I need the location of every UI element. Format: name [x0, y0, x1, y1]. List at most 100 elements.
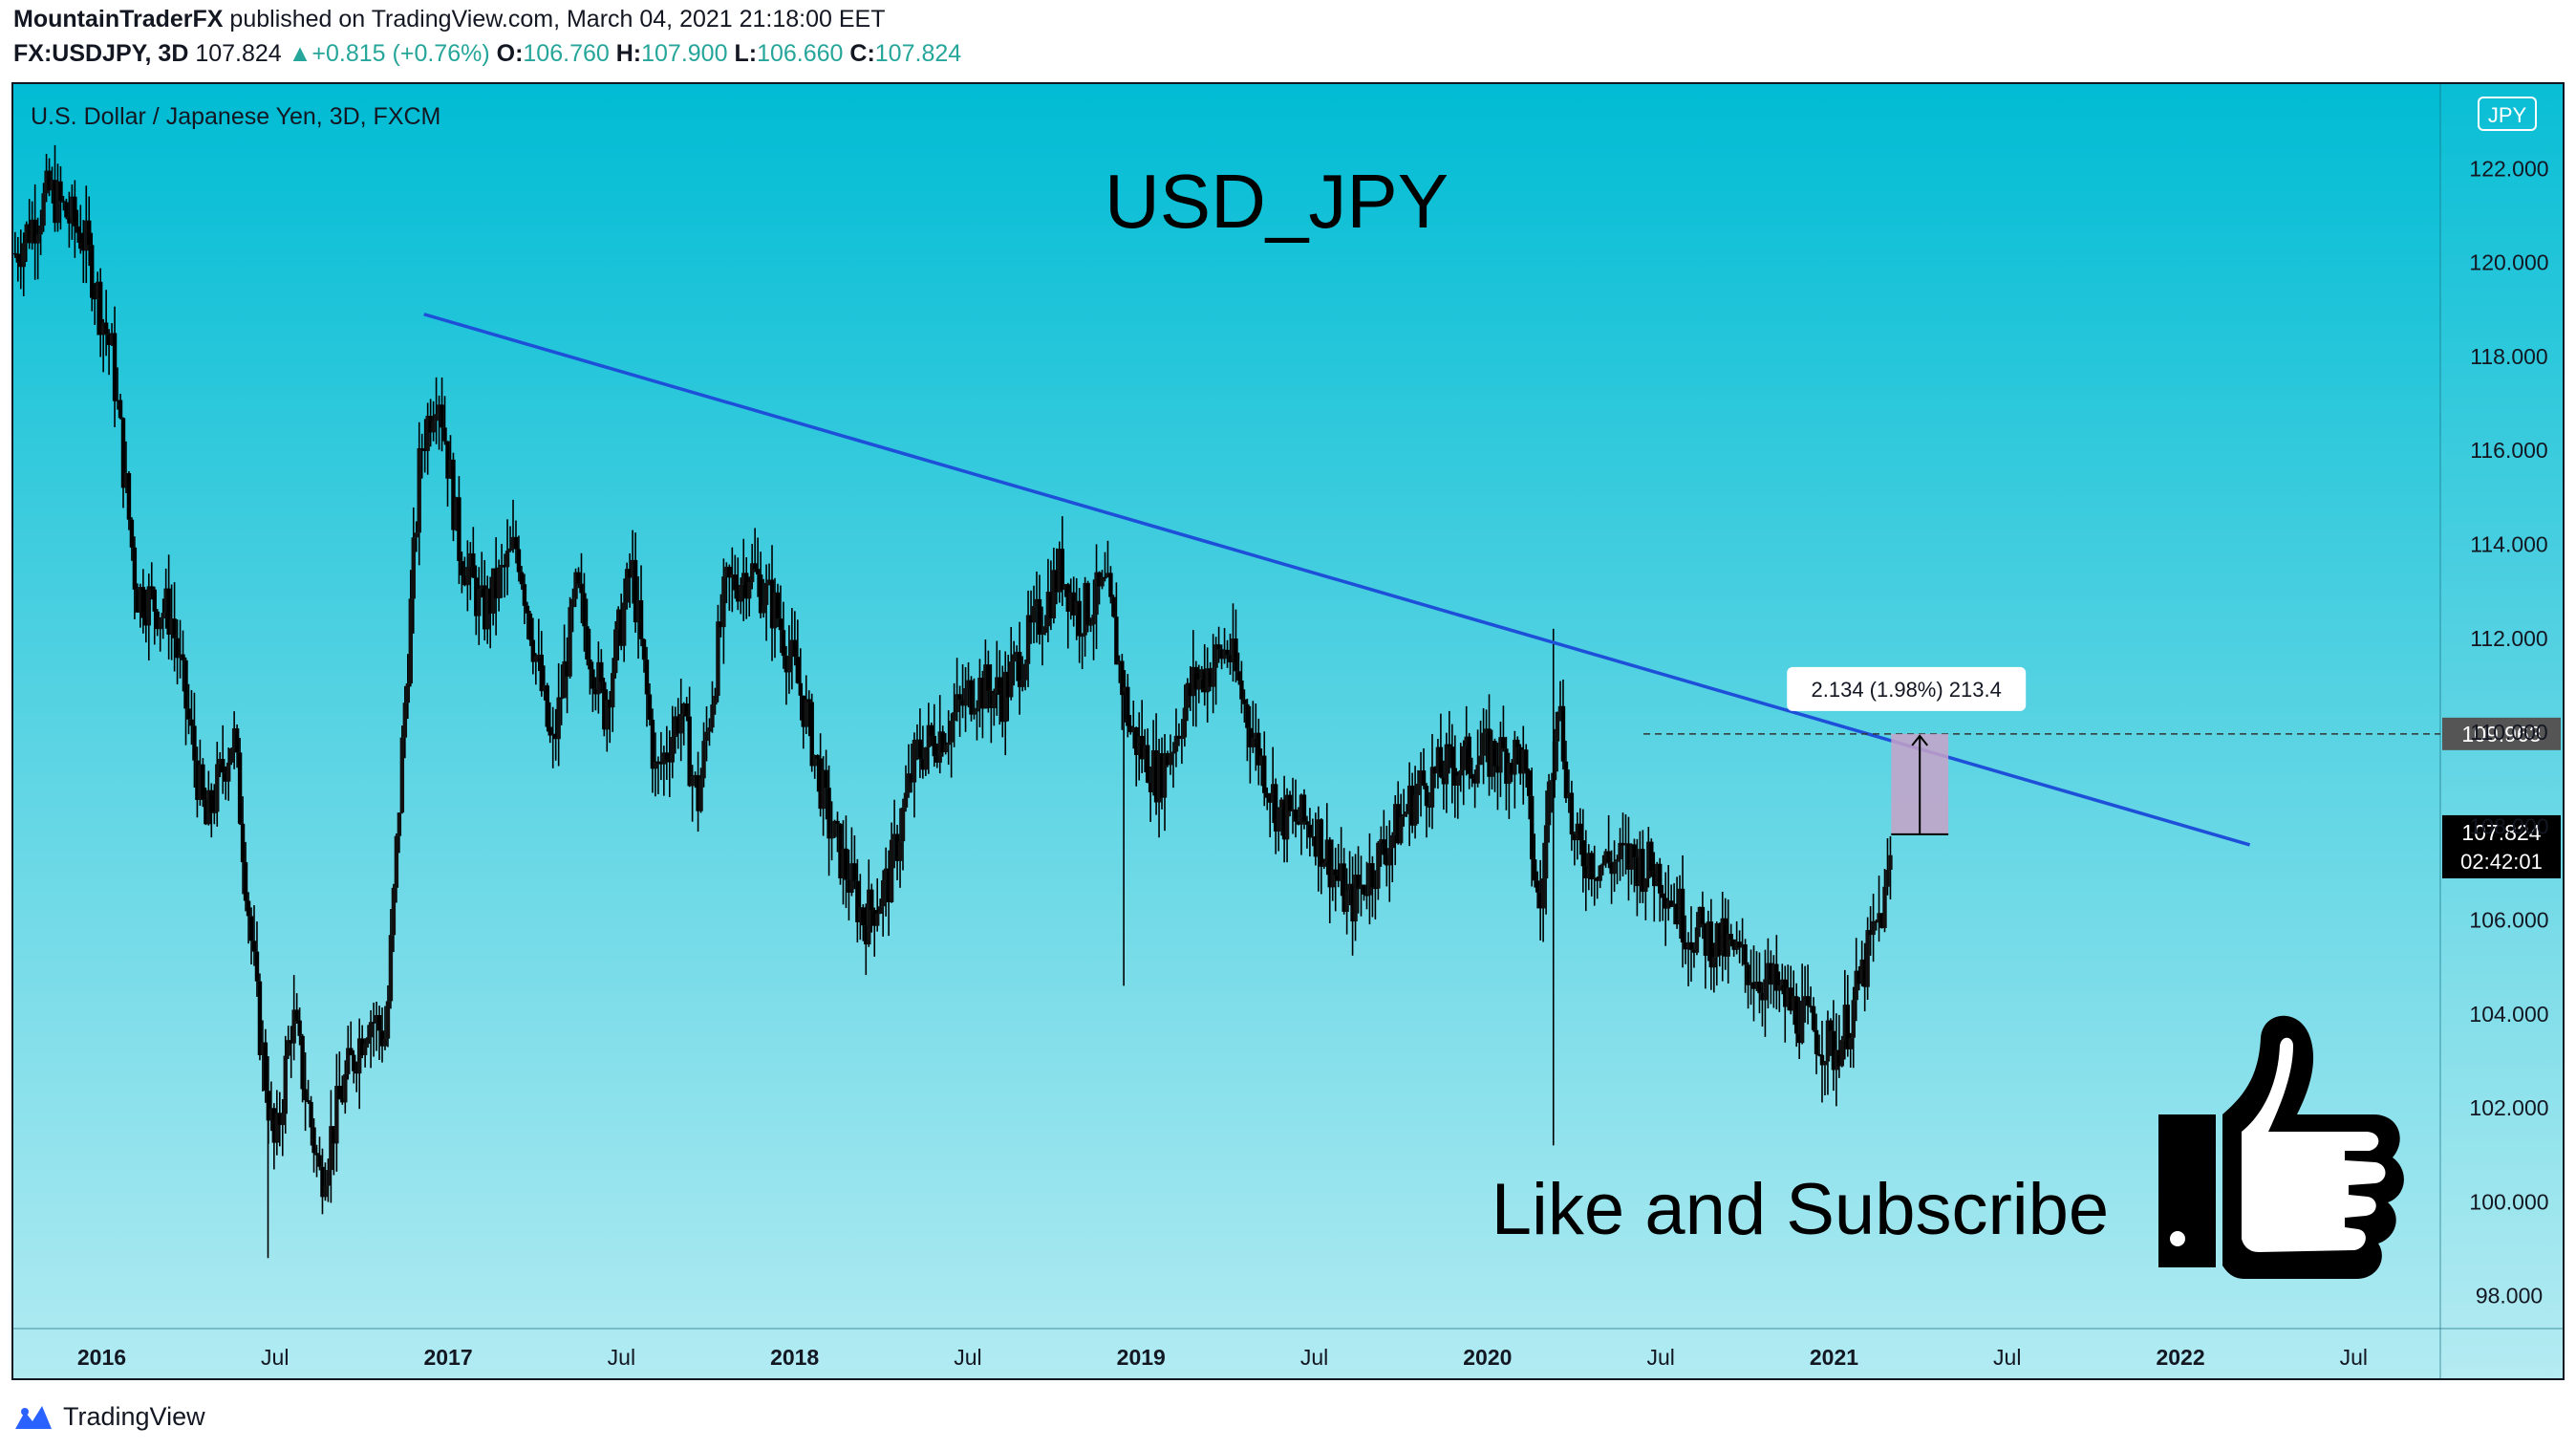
candle-body [1191, 666, 1195, 697]
candle-body [596, 661, 601, 695]
candle-body [1845, 1005, 1850, 1049]
candle-body [719, 621, 723, 628]
candle-body [311, 1127, 316, 1154]
candle-body [334, 1086, 339, 1144]
candle-body [1242, 699, 1247, 704]
candle-body [483, 585, 487, 630]
candle-body [1691, 949, 1697, 953]
candle-body [502, 565, 507, 568]
candle-body [1618, 842, 1622, 860]
candle-body [1216, 644, 1221, 650]
candle-body [937, 731, 942, 763]
candle-body [1481, 732, 1486, 756]
candle-body [1879, 913, 1884, 928]
candle-body [32, 219, 37, 244]
candle-body [1842, 1005, 1848, 1041]
y-tick-label: 100.000 [2469, 1189, 2548, 1214]
candle-body [912, 740, 917, 783]
candle-body [1537, 892, 1543, 909]
chart-panel[interactable]: 2.134 (1.98%) 213.4 109.963 107.824 02:42:0… [11, 82, 2565, 1380]
candle-body [1028, 615, 1034, 623]
candle-body [1350, 883, 1355, 922]
candle-body [1393, 804, 1398, 835]
candle-body [1088, 624, 1093, 626]
candle-body [1114, 616, 1119, 665]
candle-body [841, 848, 846, 878]
candle-body [684, 703, 689, 717]
y-tick-label: 102.000 [2469, 1095, 2548, 1120]
time-axis[interactable]: 2016 Jul 2017 Jul 2018 Jul 2019 Jul 2020 Jul 2021 J… [77, 1345, 2368, 1370]
chart-title-text: USD_JPY [1105, 159, 1449, 244]
candle-body [155, 611, 160, 630]
candle-body [1330, 869, 1335, 888]
currency-badge[interactable] [2478, 97, 2537, 131]
candle-body [218, 758, 223, 765]
candle-body [1552, 741, 1557, 781]
chart-legend-title: U.S. Dollar / Japanese Yen, 3D, FXCM [31, 103, 440, 130]
candle-body [1304, 821, 1310, 825]
candle-body [1412, 794, 1418, 826]
y-tick-label: 112.000 [2470, 626, 2547, 651]
candle-body [661, 752, 667, 765]
candle-body [1769, 962, 1773, 985]
candle-body [1834, 1049, 1839, 1071]
candle-body [286, 1040, 290, 1056]
candle-body [650, 720, 655, 769]
candle-body [826, 788, 831, 839]
candle-body [471, 552, 476, 578]
candle-body [1427, 806, 1432, 808]
candle-body [414, 532, 419, 538]
candle-body [886, 868, 891, 902]
candle-body [1723, 918, 1728, 957]
candle-body [1740, 944, 1745, 948]
chart-svg[interactable]: 2.134 (1.98%) 213.4 109.963 107.824 02:42:0… [13, 84, 2563, 1378]
candle-body [1236, 671, 1241, 681]
candle-body [1103, 576, 1107, 579]
footer-brand[interactable]: TradingView [13, 1397, 205, 1436]
candle-body [1213, 644, 1218, 668]
candle-body [1760, 993, 1765, 1001]
candle-body [1108, 573, 1113, 597]
candle-body [1771, 963, 1776, 985]
candle-body [579, 583, 584, 594]
candle-body [1199, 669, 1204, 680]
candle-body [1173, 735, 1179, 752]
candle-body [972, 711, 977, 715]
candle-body [1054, 570, 1060, 593]
candle-body [1168, 753, 1173, 766]
candle-body [1006, 671, 1011, 698]
candle-body [1339, 863, 1343, 881]
candle-body [1031, 606, 1037, 623]
candle-body [1193, 666, 1198, 690]
candle-body [183, 660, 188, 709]
countdown-label: 02:42:01 [2460, 850, 2543, 874]
candle-body [123, 472, 129, 488]
candle-body [739, 584, 743, 602]
candle-body [1034, 598, 1040, 607]
measure-label-box [1787, 666, 2027, 711]
x-tick-label: 2018 [770, 1345, 819, 1370]
author-name[interactable]: MountainTraderFX [13, 6, 224, 32]
candle-body [268, 1108, 274, 1121]
candle-body [161, 613, 165, 619]
candle-body [138, 587, 143, 613]
candle-body [568, 607, 572, 677]
candle-body [257, 981, 263, 1055]
candle-body [271, 1108, 277, 1143]
candle-body [1106, 573, 1110, 578]
candle-body [480, 585, 484, 590]
candle-body [940, 731, 945, 753]
candle-body [1586, 853, 1591, 878]
candle-body [87, 220, 92, 246]
price-axis[interactable]: 98.000 100.000 102.000 104.000 106.000 108.00… [2469, 156, 2548, 1308]
candle-body [1492, 741, 1497, 767]
candle-body [1367, 863, 1372, 896]
candle-body [1478, 755, 1483, 766]
candle-body [1406, 785, 1412, 812]
candle-body [1458, 769, 1463, 776]
candle-body [289, 1040, 293, 1044]
candle-body [1612, 861, 1617, 875]
candle-body [1728, 934, 1733, 940]
candle-body [1399, 816, 1404, 844]
candle-body [1836, 1049, 1842, 1067]
